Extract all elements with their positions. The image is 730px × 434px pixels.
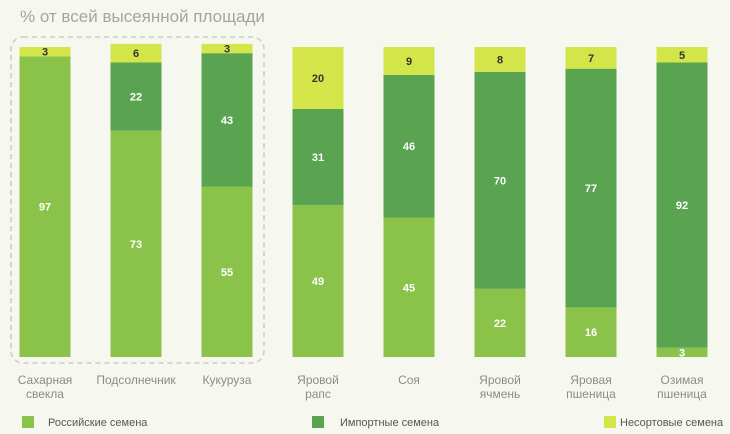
category-label: рапс <box>305 387 331 401</box>
data-label: 77 <box>585 183 597 195</box>
legend-swatch <box>312 416 324 428</box>
bar-segment <box>110 62 162 131</box>
chart-title: % от всей высеянной площади <box>20 7 265 26</box>
bar-segment <box>201 53 253 187</box>
data-label: 97 <box>39 202 51 214</box>
data-label: 22 <box>494 318 506 330</box>
data-label: 3 <box>224 44 230 56</box>
category-label: Яровой <box>297 373 339 387</box>
data-label: 7 <box>588 53 594 65</box>
category-label: свекла <box>26 387 64 401</box>
data-label: 92 <box>676 200 688 212</box>
category-label: Озимая <box>661 373 704 387</box>
legend-label: Импортные семена <box>340 417 440 429</box>
data-label: 3 <box>42 47 48 59</box>
category-label: Подсолнечник <box>96 373 176 387</box>
bar-segment <box>292 205 344 357</box>
category-label: Соя <box>398 373 420 387</box>
legend-swatch <box>22 416 34 428</box>
data-label: 20 <box>312 73 324 85</box>
legend-label: Несортовые семена <box>620 417 724 429</box>
bar-segment <box>565 307 617 357</box>
data-label: 46 <box>403 141 415 153</box>
data-label: 73 <box>130 239 142 251</box>
bar-segment <box>474 47 526 72</box>
data-label: 22 <box>130 92 142 104</box>
data-label: 5 <box>679 50 685 62</box>
bar-segment <box>292 47 344 109</box>
bar-segment <box>474 71 526 289</box>
bar-segment <box>383 217 435 357</box>
data-label: 45 <box>403 282 415 294</box>
bar-segment <box>19 47 71 57</box>
bar-segment <box>292 109 344 206</box>
bar-segment <box>656 47 708 63</box>
category-label: Сахарная <box>18 373 73 387</box>
data-label: 31 <box>312 152 324 164</box>
data-label: 16 <box>585 327 597 339</box>
data-label: 55 <box>221 267 233 279</box>
bar-segment <box>110 130 162 357</box>
category-label: пшеница <box>566 387 616 401</box>
legend-label: Российские семена <box>48 417 148 429</box>
bar-segment <box>110 43 162 63</box>
category-label: пшеница <box>657 387 707 401</box>
bar-segment <box>201 43 253 54</box>
legend: Российские семена Импортные семена Несорто… <box>22 416 724 429</box>
data-label: 9 <box>406 56 412 68</box>
data-label: 3 <box>679 347 685 359</box>
bar-segment <box>565 47 617 69</box>
data-label: 6 <box>133 48 139 60</box>
bar-segment <box>19 56 71 358</box>
highlight-group-frame <box>10 36 265 364</box>
bar-segment <box>656 347 708 357</box>
category-label: ячмень <box>480 387 521 401</box>
bar-segment <box>201 186 253 357</box>
data-label: 49 <box>312 276 324 288</box>
bar-segment <box>383 47 435 75</box>
data-label: 43 <box>221 115 233 127</box>
category-label: Яровой <box>479 373 521 387</box>
data-label: 8 <box>497 54 503 66</box>
bar-segment <box>656 62 708 348</box>
category-label: Яровая <box>570 373 611 387</box>
bar-segment <box>383 74 435 218</box>
legend-swatch <box>604 416 616 428</box>
data-label: 70 <box>494 175 506 187</box>
bar-segment <box>565 68 617 308</box>
bar-segment <box>474 288 526 357</box>
category-label: Кукуруза <box>203 373 252 387</box>
